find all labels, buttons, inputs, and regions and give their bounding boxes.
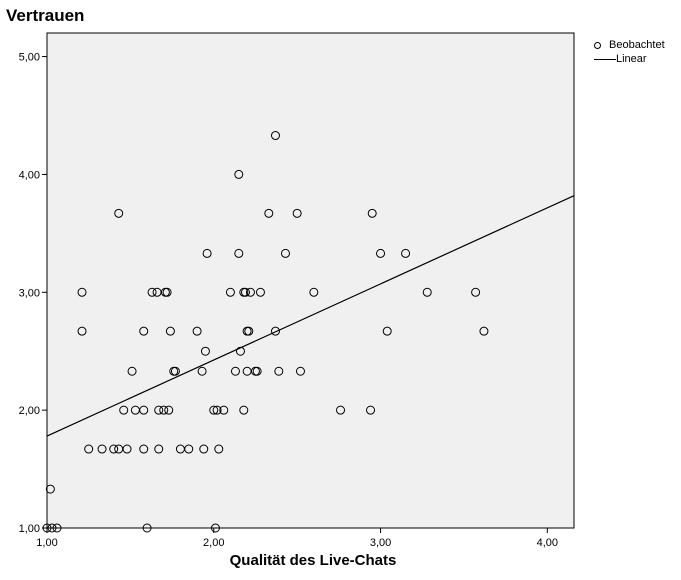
x-tick-label: 2,00 — [203, 537, 224, 549]
x-axis-title: Qualität des Live-Chats — [229, 552, 397, 569]
data-point — [77, 287, 87, 297]
data-point — [109, 444, 119, 454]
data-point — [119, 405, 129, 415]
data-point — [225, 287, 235, 297]
data-point — [164, 405, 174, 415]
data-point — [209, 405, 219, 415]
data-point — [184, 444, 194, 454]
data-point — [240, 287, 250, 297]
y-axis-title: Vertrauen — [6, 6, 85, 25]
data-point — [252, 366, 262, 376]
data-point — [280, 248, 290, 258]
data-point — [274, 366, 284, 376]
data-point — [292, 208, 302, 218]
data-point — [230, 366, 240, 376]
data-point — [366, 405, 376, 415]
data-point — [422, 287, 432, 297]
data-point — [170, 366, 180, 376]
regression-line — [46, 195, 575, 437]
y-tick-label: 2,00 — [19, 405, 40, 417]
data-point — [159, 405, 169, 415]
y-tick-label: 5,00 — [19, 52, 40, 64]
data-point — [367, 208, 377, 218]
data-point — [139, 444, 149, 454]
data-point — [122, 444, 132, 454]
data-point — [52, 523, 62, 533]
data-point — [270, 326, 280, 336]
y-tick-label: 4,00 — [19, 169, 40, 181]
data-point — [479, 326, 489, 336]
data-point — [239, 405, 249, 415]
data-point — [214, 444, 224, 454]
data-point — [45, 484, 55, 494]
data-point — [192, 326, 202, 336]
data-point — [376, 248, 386, 258]
data-point — [47, 523, 57, 533]
y-tick-label: 1,00 — [19, 523, 40, 535]
legend-label-observed: Beobachtet — [609, 39, 665, 51]
data-point — [235, 346, 245, 356]
data-point — [401, 248, 411, 258]
y-tick-label: 3,00 — [19, 287, 40, 299]
data-point — [97, 444, 107, 454]
data-point — [127, 366, 137, 376]
legend-item-observed: Beobachtet — [594, 38, 665, 52]
data-point — [264, 208, 274, 218]
data-point — [197, 366, 207, 376]
data-point — [234, 248, 244, 258]
data-point — [154, 444, 164, 454]
data-point — [234, 169, 244, 179]
data-point — [202, 248, 212, 258]
legend-label-fit: Linear — [616, 53, 647, 65]
data-point — [336, 405, 346, 415]
data-point — [165, 326, 175, 336]
data-point — [162, 287, 172, 297]
data-point — [139, 326, 149, 336]
data-point — [219, 405, 229, 415]
x-tick-label: 4,00 — [537, 537, 558, 549]
data-point — [200, 346, 210, 356]
data-point — [154, 405, 164, 415]
legend: Beobachtet Linear — [594, 38, 665, 66]
x-tick-label: 1,00 — [36, 537, 57, 549]
data-point — [147, 287, 157, 297]
data-point — [84, 444, 94, 454]
data-point — [77, 326, 87, 336]
data-point — [199, 444, 209, 454]
data-point — [142, 523, 152, 533]
x-tick-label: 3,00 — [370, 537, 391, 549]
legend-item-fit: Linear — [594, 52, 665, 66]
data-point — [245, 287, 255, 297]
data-point — [210, 523, 220, 533]
circle-marker-icon — [594, 41, 601, 49]
data-point — [114, 208, 124, 218]
data-point — [255, 287, 265, 297]
data-point — [270, 131, 280, 141]
data-point — [244, 326, 254, 336]
data-point — [309, 287, 319, 297]
data-point — [139, 405, 149, 415]
data-point — [295, 366, 305, 376]
plot-area — [46, 32, 575, 529]
data-point — [382, 326, 392, 336]
data-point — [212, 405, 222, 415]
line-marker-icon — [594, 58, 616, 60]
data-point — [471, 287, 481, 297]
